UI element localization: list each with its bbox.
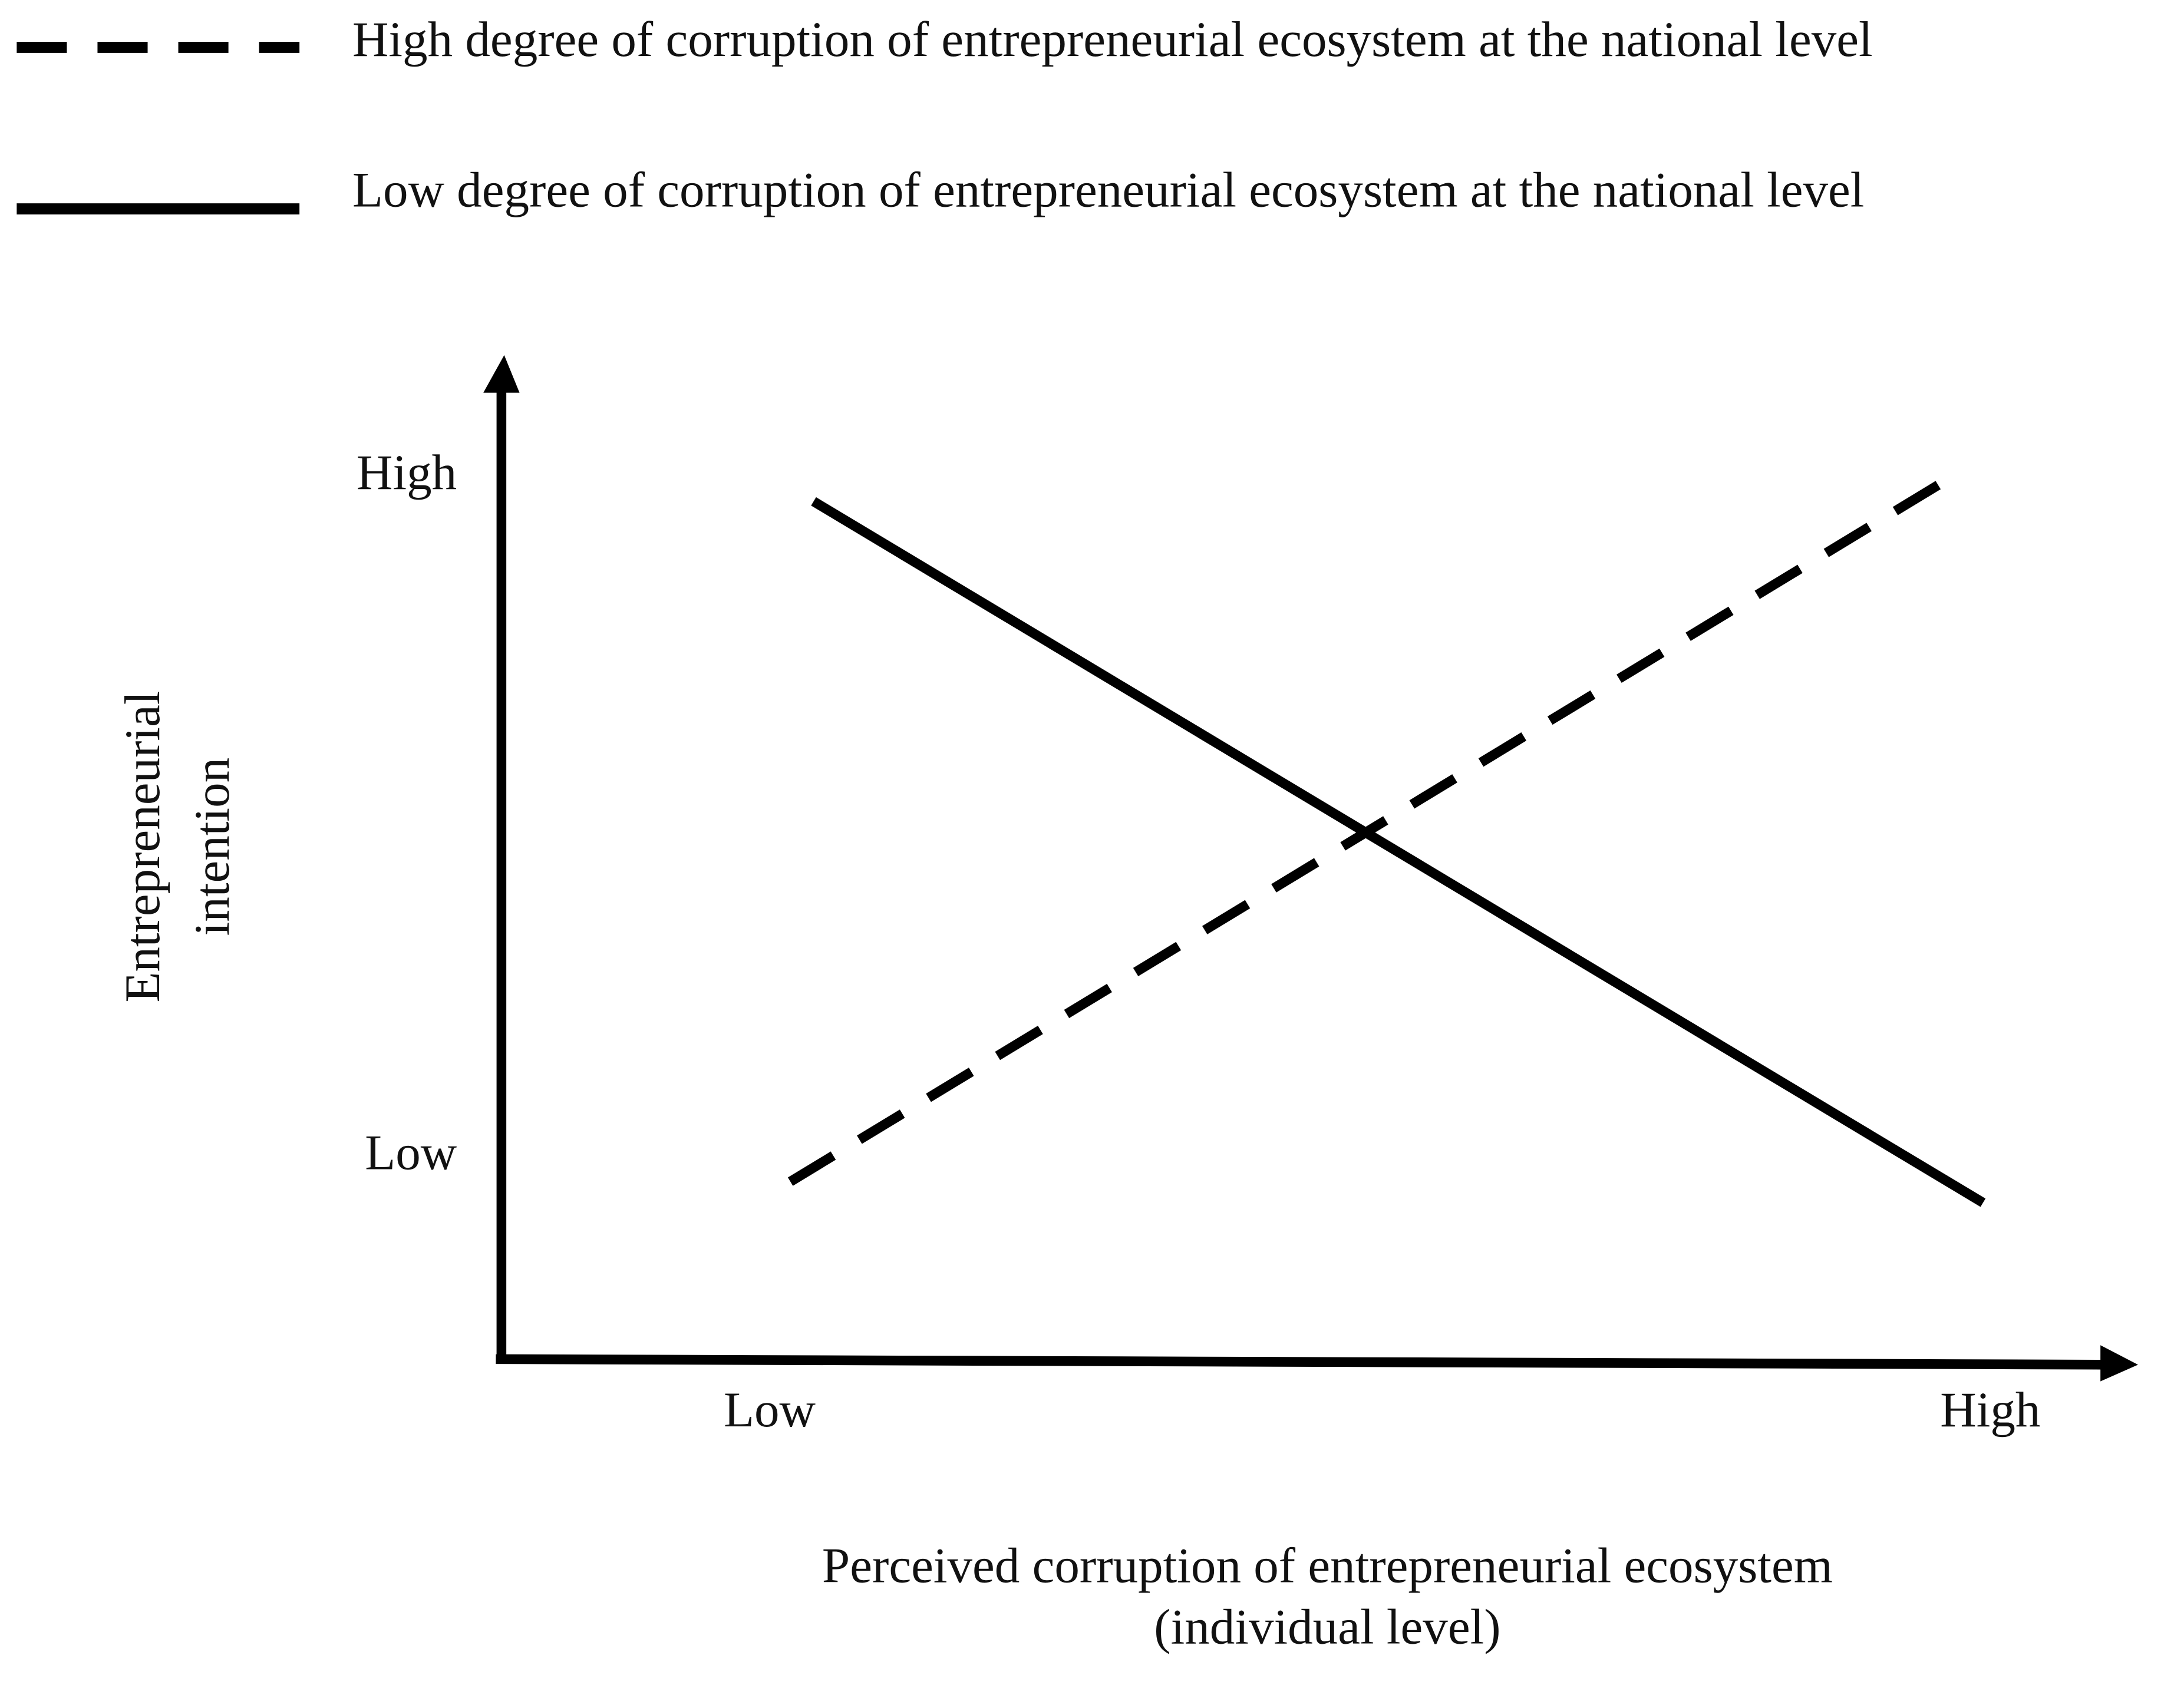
y-tick-label: Low: [365, 1125, 457, 1181]
x-axis: [496, 1354, 2106, 1370]
x-tick-label: Low: [724, 1382, 816, 1438]
y-axis-label: intention: [184, 758, 240, 936]
x-tick-label: High: [1940, 1382, 2040, 1438]
y-tick-label: High: [357, 445, 457, 500]
x-axis-label: Perceived corruption of entrepreneurial …: [822, 1538, 1833, 1594]
x-axis-label: (individual level): [1154, 1600, 1500, 1655]
y-axis-arrow: [483, 355, 520, 393]
series-line: [811, 497, 1986, 1207]
y-axis-label: Entrepreneurial: [115, 691, 170, 1003]
legend-label: Low degree of corruption of entrepreneur…: [352, 162, 1864, 217]
legend-label: High degree of corruption of entrepreneu…: [352, 12, 1873, 67]
x-axis-arrow: [2100, 1345, 2139, 1382]
